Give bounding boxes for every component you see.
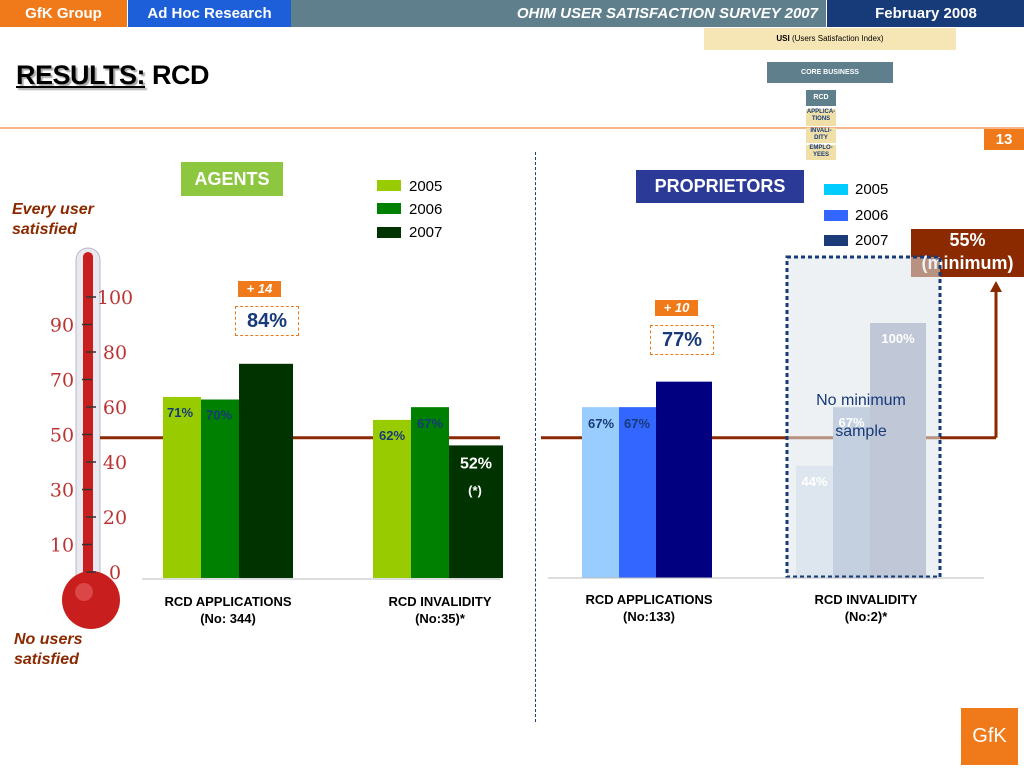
thermometer xyxy=(62,247,120,629)
agents-cat-applications-name: RCD APPLICATIONS xyxy=(164,594,292,609)
invalidity-box: INVALI-DITY xyxy=(806,128,836,143)
page-number: 13 xyxy=(984,129,1024,150)
legend-swatch-prop-2006 xyxy=(824,210,848,221)
no-minimum-text-line2: sample xyxy=(835,423,887,440)
applications-box: APPLICA-TIONS xyxy=(806,109,836,126)
prop-cat-invalidity: RCD INVALIDITY (No:2)* xyxy=(786,591,946,625)
bar-label: 100% xyxy=(881,331,915,346)
invalidity-note: (*) xyxy=(468,483,482,498)
baselines xyxy=(142,577,984,580)
legend-prop-2005: 2005 xyxy=(855,181,889,198)
title-prefix: RESULTS: xyxy=(16,60,146,90)
usi-box: USI (Users Satisfaction Index) xyxy=(704,28,956,50)
core-business-box: CORE BUSINESS xyxy=(767,62,893,83)
agents-cat-invalidity-count: (No:35)* xyxy=(415,611,465,626)
agents-cat-applications-count: (No: 344) xyxy=(200,611,256,626)
agents-cat-invalidity-name: RCD INVALIDITY xyxy=(388,594,492,609)
bar-2005 xyxy=(373,419,411,578)
bar-label: 70% xyxy=(206,408,232,423)
legend-agents-2005: 2005 xyxy=(409,178,443,195)
prop-cat-invalidity-count: (No:2)* xyxy=(844,609,888,624)
bar-label: 62% xyxy=(379,428,405,443)
threshold-arrowhead xyxy=(990,281,1002,292)
no-minimum-text-line1: No minimum xyxy=(816,392,906,409)
page-title: RESULTS: RCD xyxy=(16,60,210,91)
thermometer-tick-label: 80 xyxy=(103,342,127,364)
thermometer-tick-label: 10 xyxy=(50,535,74,557)
title-divider xyxy=(0,127,1024,129)
agents-highlight: 84% xyxy=(235,306,299,336)
thermometer-tick-label: 90 xyxy=(50,315,74,337)
thermometer-tick-label: 40 xyxy=(103,452,127,474)
legend-swatch-prop-2005 xyxy=(824,184,848,195)
every-user-label: Every user satisfied xyxy=(12,201,94,238)
thermometer-tick-label: 70 xyxy=(50,370,74,392)
prop-cat-invalidity-name: RCD INVALIDITY xyxy=(814,592,918,607)
legend-swatch-agents-2006 xyxy=(377,203,401,214)
bar-2005 xyxy=(796,465,833,578)
prop-cat-applications-name: RCD APPLICATIONS xyxy=(585,592,713,607)
title-subject: RCD xyxy=(152,60,210,90)
usi-bold: USI xyxy=(776,34,790,43)
no-users-label: No users satisfied xyxy=(14,631,83,668)
bar-label: 71% xyxy=(167,405,193,420)
proprietors-tag: PROPRIETORS xyxy=(636,170,804,203)
bar-2007 xyxy=(449,445,503,578)
legend-swatch-agents-2005 xyxy=(377,180,401,191)
bar-2007 xyxy=(656,381,712,578)
employees-box: EMPLO-YEES xyxy=(806,145,836,160)
proprietors-delta: + 10 xyxy=(655,300,698,316)
bar-2006 xyxy=(619,407,656,578)
unit-label: Ad Hoc Research xyxy=(127,0,291,27)
prop-cat-applications-count: (No:133) xyxy=(622,609,675,624)
thermometer-tick-label: 50 xyxy=(50,425,74,447)
bar-2006 xyxy=(201,399,239,578)
legend-prop-2007: 2007 xyxy=(855,232,889,249)
rcd-box: RCD xyxy=(806,90,836,106)
no-minimum-box-border xyxy=(785,255,942,579)
bar-2006 xyxy=(833,407,870,578)
bars xyxy=(163,323,926,578)
minimum-caption: (minimum) xyxy=(921,253,1014,273)
bar-label: 67% xyxy=(838,415,864,430)
legend-agents-2006: 2006 xyxy=(409,201,443,218)
bar-2007 xyxy=(870,323,926,578)
bar-label: 67% xyxy=(417,416,443,431)
agents-tag: AGENTS xyxy=(181,162,283,196)
minimum-value: 55% xyxy=(949,230,986,250)
legend-agents-2007: 2007 xyxy=(409,224,443,241)
thermometer-tick-label: 30 xyxy=(50,480,74,502)
bar-label: 67% xyxy=(624,416,650,431)
bar-labels: 71% 70% 62% 67% 52% 67% 67% 44% 67% 100% (*) No min… xyxy=(167,331,915,498)
usi-description: (Users Satisfaction Index) xyxy=(791,34,884,43)
legend-swatch-prop-2007 xyxy=(824,235,848,246)
panel-divider xyxy=(535,152,536,722)
bar-label: 67% xyxy=(588,416,614,431)
legend-prop-2006: 2006 xyxy=(855,207,889,224)
thermometer-tick-label: 20 xyxy=(103,507,127,529)
survey-date: February 2008 xyxy=(826,0,1024,27)
survey-title: OHIM USER SATISFACTION SURVEY 2007 xyxy=(516,5,818,22)
top-bar: GfK Group Ad Hoc Research OHIM USER SATI… xyxy=(0,0,1024,27)
thermometer-tick-label: 60 xyxy=(103,397,127,419)
thermometer-tick-label: 0 xyxy=(109,562,121,584)
bar-2005 xyxy=(582,407,619,578)
prop-cat-applications: RCD APPLICATIONS (No:133) xyxy=(569,591,729,625)
proprietors-highlight: 77% xyxy=(650,325,714,355)
agents-cat-invalidity: RCD INVALIDITY (No:35)* xyxy=(360,593,520,627)
bar-label: 44% xyxy=(801,474,827,489)
bar-2006 xyxy=(411,407,449,578)
thermometer-tick-label: 100 xyxy=(97,287,133,309)
gfk-logo: GfK xyxy=(961,708,1018,765)
legend-swatch-agents-2007 xyxy=(377,227,401,238)
bar-label: 52% xyxy=(460,455,492,472)
company-label: GfK Group xyxy=(0,0,127,27)
agents-delta: + 14 xyxy=(238,281,281,297)
agents-cat-applications: RCD APPLICATIONS (No: 344) xyxy=(148,593,308,627)
bar-2005 xyxy=(163,396,201,578)
bar-2007 xyxy=(239,363,293,578)
